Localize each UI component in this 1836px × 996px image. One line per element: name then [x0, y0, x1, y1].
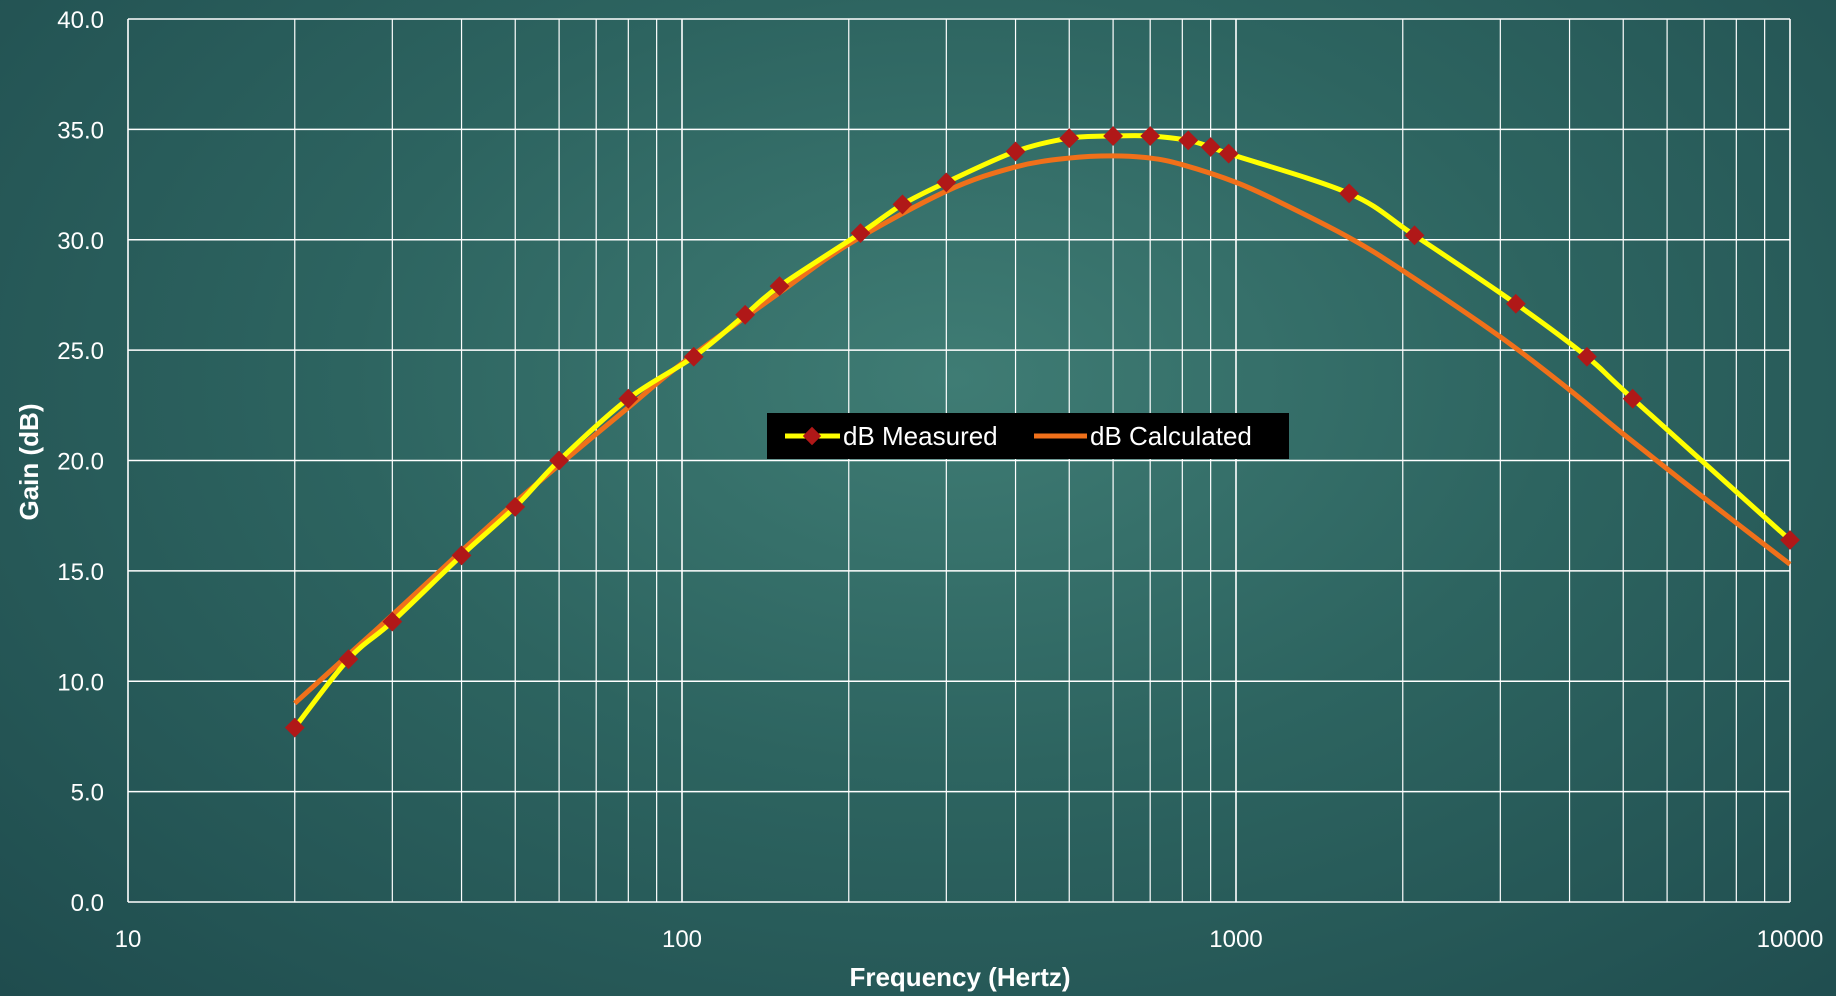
x-tick-label: 1000: [1209, 926, 1262, 953]
measured-point: [1622, 388, 1643, 409]
measured-point: [1140, 126, 1161, 146]
series-layer: [284, 126, 1800, 738]
measured-point: [1339, 183, 1359, 204]
measured-point: [1005, 141, 1026, 162]
legend-calculated-label: dB Calculated: [1090, 421, 1252, 451]
measured-point: [284, 717, 305, 738]
measured-point: [1404, 225, 1425, 246]
x-tick-label: 10: [115, 926, 142, 953]
measured-point: [735, 304, 756, 325]
measured-point: [382, 611, 403, 632]
y-tick-label: 5.0: [71, 780, 104, 807]
x-tick-label: 100: [662, 926, 702, 953]
measured-point: [1103, 126, 1123, 146]
y-tick-label: 35.0: [57, 117, 104, 144]
grid-lines: [127, 18, 1791, 903]
tick-labels: 0.0 5.0 10.0 15.0 20.0 25.0 30.0 35.0 40.0 10 100 1…: [57, 7, 1823, 953]
measured-point: [1505, 293, 1526, 314]
y-tick-label: 20.0: [57, 449, 104, 476]
y-axis-title: Gain (dB): [14, 404, 44, 521]
measured-point: [1780, 530, 1800, 550]
measured-point: [1577, 346, 1597, 367]
x-tick-label: 10000: [1757, 926, 1824, 953]
y-tick-label: 0.0: [71, 890, 104, 917]
measured-point: [549, 450, 569, 471]
measured-point: [769, 276, 790, 297]
measured-point: [683, 346, 704, 367]
measured-point: [505, 496, 526, 517]
y-tick-label: 30.0: [57, 228, 104, 255]
legend-measured-label: dB Measured: [843, 421, 998, 451]
y-tick-label: 10.0: [57, 669, 104, 696]
measured-point: [451, 545, 472, 566]
measured-point: [338, 649, 359, 670]
measured-point: [1218, 143, 1239, 164]
legend-measured-marker: [802, 426, 822, 446]
measured-point: [1178, 130, 1199, 151]
legend-box: [767, 413, 1289, 459]
measured-point: [1059, 128, 1080, 149]
y-tick-label: 40.0: [57, 7, 104, 34]
x-axis-title: Frequency (Hertz): [849, 962, 1070, 992]
legend: dB Measured dB Calculated: [767, 413, 1289, 459]
y-tick-label: 15.0: [57, 559, 104, 586]
measured-point: [618, 388, 639, 409]
measured-point: [1200, 137, 1221, 157]
y-tick-label: 25.0: [57, 338, 104, 365]
